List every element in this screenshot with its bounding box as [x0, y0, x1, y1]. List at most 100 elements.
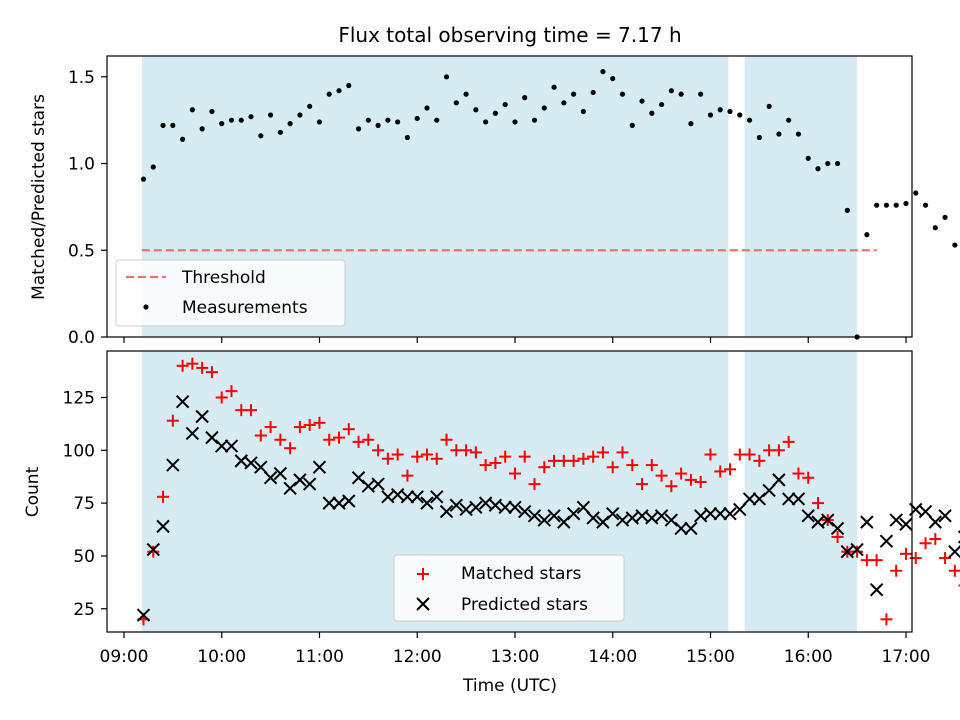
predicted-star-marker: [498, 500, 512, 515]
measurement-point: [551, 84, 557, 90]
bottom-y-tick-label: 100: [63, 441, 95, 461]
predicted-star-marker: [175, 394, 190, 409]
measurement-point: [209, 108, 215, 115]
predicted-star-marker: [293, 473, 307, 487]
measurement-point: [180, 136, 186, 142]
measurement-point: [893, 202, 899, 208]
matched-star-marker: [851, 545, 864, 558]
predicted-star-marker: [166, 458, 180, 472]
matched-star-marker: [929, 533, 942, 546]
observing-window-bottom-1: [744, 351, 858, 632]
predicted-star-marker: [684, 521, 698, 536]
count-panel: 25 50 75 100 125 09:00 10:00 11:00 12:00 13:00 14…: [23, 350, 960, 696]
matched-star-marker: [440, 433, 453, 446]
matched-star-marker: [948, 564, 960, 577]
measurement-point: [815, 166, 821, 172]
matched-star-marker: [420, 448, 433, 461]
top-y-tick-label: 1.5: [68, 68, 95, 88]
measurement-point: [238, 117, 244, 123]
predicted-star-marker: [830, 521, 845, 536]
measurement-point: [502, 101, 508, 108]
matched-star-marker: [411, 450, 424, 463]
measurement-point: [737, 112, 743, 118]
measurement-point: [776, 131, 782, 137]
measurement-point: [404, 134, 411, 141]
matched-star-marker: [890, 564, 903, 577]
predicted-star-marker: [899, 517, 913, 531]
predicted-star-marker: [791, 492, 806, 506]
predicted-star-marker: [801, 509, 815, 523]
predicted-star-marker: [410, 490, 424, 504]
measurement-point: [424, 105, 430, 111]
bottom-x-ticks: 09:00 10:00 11:00 12:00 13:00 14:00 15:00 16:00…: [100, 632, 931, 667]
measurement-point: [541, 105, 547, 111]
matched-star-marker: [264, 421, 277, 434]
matched-star-marker: [870, 554, 883, 567]
measurement-point: [864, 232, 870, 238]
predicted-star-marker: [654, 509, 669, 523]
measurement-point: [571, 91, 577, 97]
x-tick-label: 10:00: [197, 647, 246, 667]
predicted-star-marker: [772, 473, 786, 487]
measurement-points: [140, 69, 958, 340]
predicted-star-marker: [322, 496, 336, 510]
measurement-point: [395, 119, 401, 125]
matched-star-marker: [753, 454, 766, 467]
matched-star-marker: [724, 463, 737, 476]
matched-star-marker: [675, 467, 688, 480]
matched-star-marker: [577, 452, 590, 465]
predicted-star-marker: [400, 490, 415, 504]
x-axis-label: Time (UTC): [462, 676, 557, 696]
predicted-star-marker: [733, 502, 747, 517]
measurement-point: [150, 164, 156, 170]
measurement-point: [463, 91, 469, 97]
x-tick-label: 15:00: [686, 647, 735, 667]
matched-star-marker: [479, 459, 492, 472]
predicted-star-marker: [948, 545, 960, 559]
legend-matched-swatch: [417, 568, 429, 580]
top-legend: Threshold Measurements: [115, 259, 346, 327]
top-y-ticks: 0.0 0.5 1.0 1.5: [68, 68, 107, 348]
matched-star-marker: [665, 480, 678, 493]
predicted-star-marker: [518, 504, 532, 519]
measurement-point: [746, 117, 753, 123]
measurement-point: [649, 110, 655, 116]
predicted-star-marker: [254, 460, 268, 474]
predicted-star-marker: [703, 506, 718, 521]
matched-star-marker: [313, 416, 326, 429]
measurement-point: [756, 134, 762, 141]
matched-star-marker: [939, 552, 952, 565]
predicted-star-marker: [537, 513, 551, 527]
predicted-star-marker: [185, 426, 200, 441]
predicted-star-marker: [586, 511, 600, 525]
matched-star-marker: [166, 414, 179, 427]
measurement-point: [639, 98, 645, 104]
predicted-star-marker: [742, 492, 757, 506]
measurement-point: [942, 214, 948, 220]
matched-star-marker: [694, 475, 707, 488]
matched-star-marker: [254, 429, 267, 442]
top-legend-box: [115, 259, 346, 327]
predicted-star-marker: [136, 608, 151, 622]
x-tick-label: 13:00: [491, 647, 540, 667]
measurement-point: [336, 88, 342, 94]
predicted-star-marker: [928, 515, 942, 529]
matched-star-marker: [684, 473, 697, 486]
matched-star-marker: [626, 459, 639, 472]
measurement-point: [619, 91, 626, 97]
predicted-star-marker: [449, 498, 464, 512]
matched-star-marker: [802, 471, 815, 484]
x-tick-label: 11:00: [295, 647, 344, 667]
legend-matched-label: Matched stars: [461, 564, 581, 584]
measurement-point: [375, 122, 381, 128]
matched-star-marker: [919, 537, 932, 550]
matched-star-marker: [499, 450, 512, 463]
bottom-legend-box: [393, 554, 625, 622]
top-x-ticks: [123, 337, 907, 343]
x-tick-label: 14:00: [588, 647, 637, 667]
matched-star-marker: [655, 469, 668, 482]
matched-star-marker: [714, 465, 727, 478]
measurement-point: [825, 160, 831, 167]
top-y-tick-label: 1.0: [68, 155, 95, 175]
matched-star-marker: [899, 547, 912, 560]
